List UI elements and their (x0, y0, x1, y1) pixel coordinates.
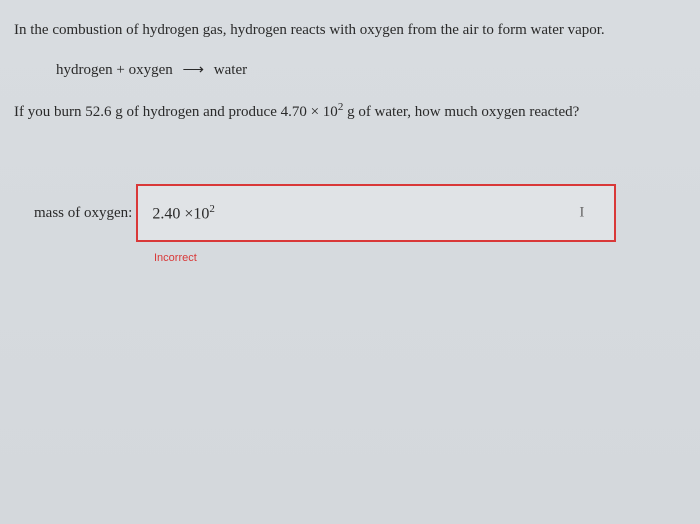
answer-row: mass of oxygen: 2.40 ×102 I (34, 184, 686, 242)
prompt-part2: g of water, how much oxygen reacted? (343, 104, 579, 120)
equation-reactants: hydrogen + oxygen (56, 62, 173, 78)
answer-input-box[interactable]: 2.40 ×102 I (136, 184, 616, 242)
answer-value: 2.40 ×102 (152, 203, 215, 223)
answer-exponent: 2 (209, 203, 215, 215)
equation-products: water (214, 62, 247, 78)
feedback-wrap: Incorrect (154, 248, 686, 266)
feedback-text: Incorrect (154, 252, 197, 264)
prompt-part1: If you burn 52.6 g of hydrogen and produ… (14, 104, 338, 120)
question-prompt: If you burn 52.6 g of hydrogen and produ… (14, 99, 686, 124)
answer-mantissa: 2.40 (152, 205, 180, 222)
arrow-icon: ⟶ (183, 60, 205, 78)
answer-times: ×10 (180, 205, 209, 222)
cursor-icon: I (579, 205, 584, 222)
question-intro: In the combustion of hydrogen gas, hydro… (14, 18, 686, 42)
answer-label: mass of oxygen: (34, 205, 132, 222)
equation: hydrogen + oxygen ⟶ water (56, 60, 686, 79)
